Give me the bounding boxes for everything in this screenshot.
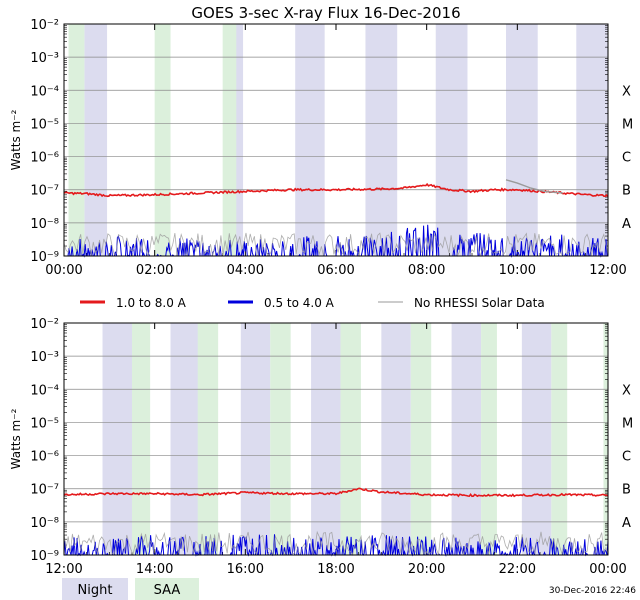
plot-frame — [63, 322, 609, 556]
saa-band — [197, 323, 219, 555]
flare-class-label: B — [622, 483, 631, 498]
y-tick-label: 10⁻⁷ — [30, 483, 59, 498]
y-tick-label: 10⁻⁶ — [30, 151, 59, 166]
night-band — [102, 323, 132, 555]
x-tick-label: 12:00 — [589, 263, 626, 278]
saa-band — [154, 24, 171, 256]
legend-label-no-rhessi: No RHESSI Solar Data — [414, 296, 545, 310]
flare-class-label: B — [622, 184, 631, 199]
night-key-label: Night — [78, 583, 113, 598]
saa-band — [551, 323, 568, 555]
y-tick-label: 10⁻⁴ — [30, 383, 59, 398]
night-band — [521, 323, 552, 555]
bottom-panel: 10⁻² 10⁻³ 10⁻⁴ 10⁻⁵ 10⁻⁶ 10⁻⁷ 10⁻⁸ 10⁻⁹ Watts m⁻… — [9, 317, 633, 577]
plot-frame — [63, 23, 609, 257]
flare-class-label: C — [622, 151, 631, 166]
flare-class-label: X — [622, 84, 631, 99]
night-band — [295, 24, 325, 256]
y-tick-label: 10⁻⁷ — [30, 184, 59, 199]
saa-band — [270, 323, 291, 555]
x-tick-label: 12:00 — [45, 562, 82, 577]
y-tick-label: 10⁻⁵ — [30, 416, 59, 431]
y-tick-label: 10⁻² — [30, 18, 59, 33]
x-tick-label: 00:00 — [45, 263, 82, 278]
night-band — [311, 323, 341, 555]
y-tick-label: 10⁻³ — [30, 51, 59, 66]
series-no-rhessi-floor — [63, 530, 609, 556]
top-panel: 10⁻² 10⁻³ 10⁻⁴ 10⁻⁵ 10⁻⁶ 10⁻⁷ 10⁻⁸ 10⁻⁹ Watts m⁻… — [9, 18, 633, 278]
y-axis-label: Watts m⁻² — [9, 408, 23, 469]
night-band — [576, 24, 608, 256]
flare-class-label: A — [622, 217, 631, 232]
x-tick-label: 02:00 — [136, 263, 173, 278]
series-long-line — [63, 182, 609, 198]
saa-band — [481, 323, 497, 555]
generated-timestamp: 30-Dec-2016 22:46 — [549, 586, 636, 596]
y-tick-label: 10⁻⁴ — [30, 84, 59, 99]
saa-key-label: SAA — [154, 583, 181, 598]
y-tick-label: 10⁻⁶ — [30, 450, 59, 465]
y-tick-label: 10⁻³ — [30, 350, 59, 365]
flare-class-label: C — [622, 450, 631, 465]
legend-label-short: 0.5 to 4.0 A — [264, 296, 335, 310]
x-tick-label: 10:00 — [499, 263, 536, 278]
x-tick-label: 08:00 — [408, 263, 445, 278]
night-band — [365, 24, 398, 256]
night-band — [170, 323, 200, 555]
legend-label-long: 1.0 to 8.0 A — [116, 296, 187, 310]
flare-class-label: M — [622, 117, 633, 132]
saa-band — [410, 323, 432, 555]
y-tick-label: 10⁻⁹ — [30, 549, 59, 564]
band-legend: Night SAA — [62, 578, 199, 600]
flare-class-label: X — [622, 383, 631, 398]
series-no-rhessi-line — [505, 179, 563, 194]
flare-class-label: A — [622, 516, 631, 531]
y-tick-label: 10⁻⁵ — [30, 117, 59, 132]
x-tick-label: 00:00 — [589, 562, 626, 577]
y-tick-label: 10⁻⁹ — [30, 250, 59, 265]
saa-band — [222, 24, 237, 256]
flare-class-label: M — [622, 416, 633, 431]
night-key-box — [62, 578, 128, 600]
saa-band — [132, 323, 151, 555]
series-long-line — [63, 487, 609, 498]
night-band — [240, 323, 271, 555]
saa-band — [68, 24, 85, 256]
night-band — [451, 323, 482, 555]
x-tick-label: 14:00 — [136, 562, 173, 577]
night-band — [506, 24, 538, 256]
y-axis-label: Watts m⁻² — [9, 109, 23, 170]
x-tick-label: 20:00 — [408, 562, 445, 577]
night-band — [381, 323, 411, 555]
saa-band — [340, 323, 361, 555]
x-tick-label: 16:00 — [227, 562, 264, 577]
saa-key-box — [135, 578, 199, 600]
x-tick-label: 06:00 — [317, 263, 354, 278]
y-tick-label: 10⁻⁸ — [30, 217, 59, 232]
y-tick-label: 10⁻² — [30, 317, 59, 332]
series-no-rhessi-floor — [63, 232, 609, 258]
x-tick-label: 04:00 — [227, 263, 264, 278]
saa-band — [603, 323, 608, 555]
x-tick-label: 18:00 — [317, 562, 354, 577]
y-tick-label: 10⁻⁸ — [30, 516, 59, 531]
night-band — [84, 24, 108, 256]
night-band — [435, 24, 468, 256]
chart-title: GOES 3-sec X-ray Flux 16-Dec-2016 — [191, 4, 460, 22]
x-tick-label: 22:00 — [499, 562, 536, 577]
legend: 1.0 to 8.0 A 0.5 to 4.0 A No RHESSI Sola… — [80, 296, 545, 310]
